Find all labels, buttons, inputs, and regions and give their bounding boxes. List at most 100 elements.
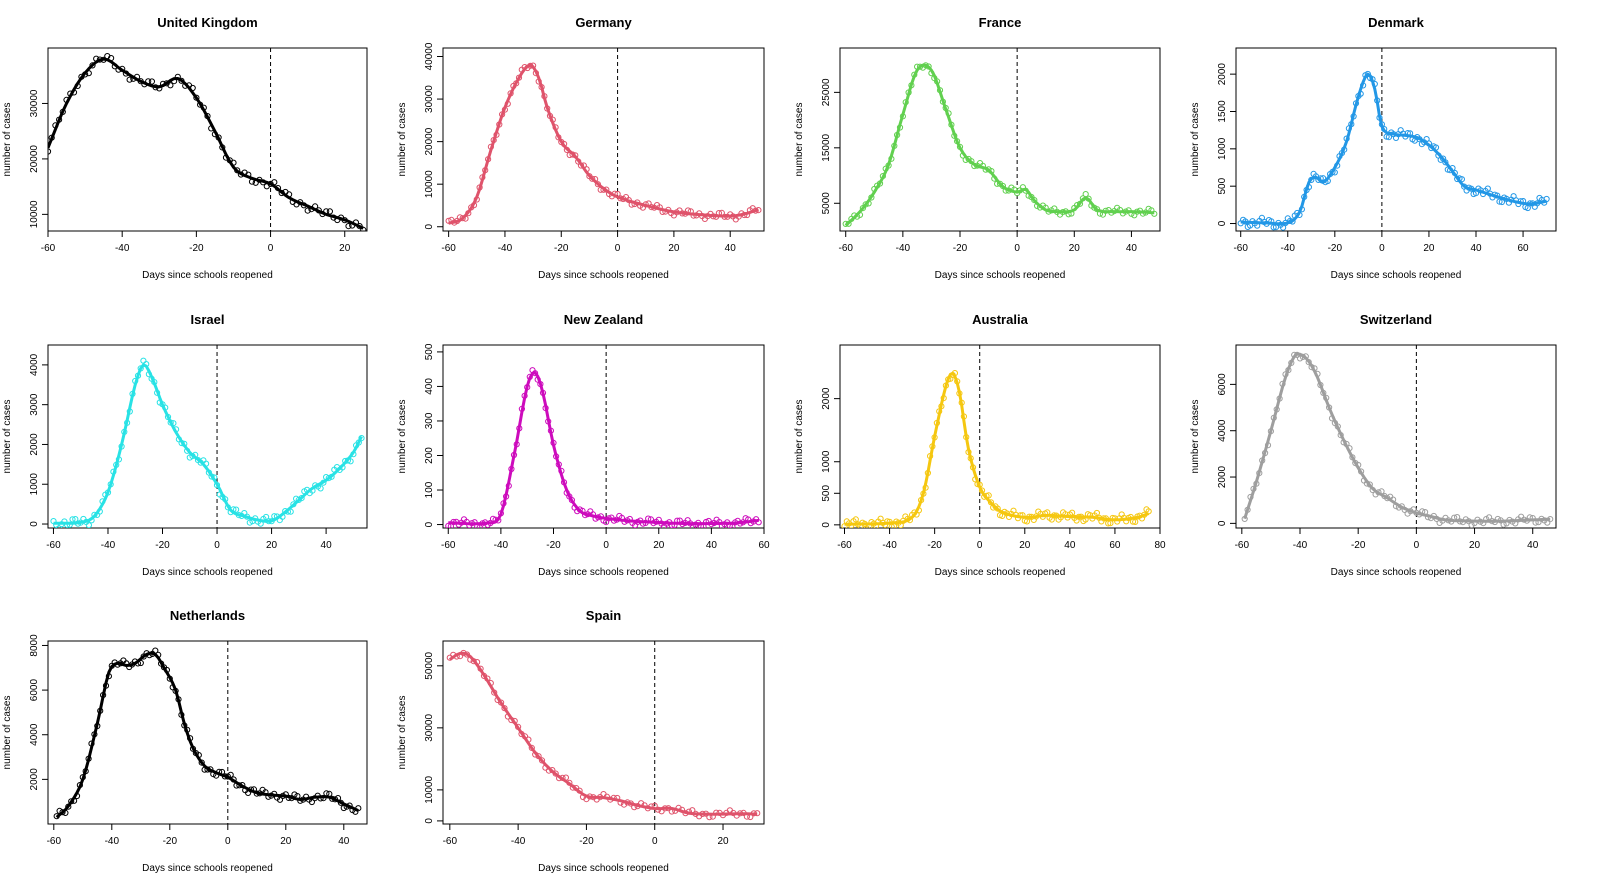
data-point	[530, 62, 537, 69]
data-point	[64, 521, 71, 528]
data-point	[265, 793, 272, 800]
data-point	[115, 456, 123, 463]
chart-netherlands: Netherlands -60 -40 -20 0 20 40 2000 4000 6000 800…	[2, 608, 368, 874]
fitted-line	[1243, 352, 1551, 523]
data-point	[495, 517, 502, 524]
data-point	[552, 770, 559, 777]
data-point	[1352, 100, 1360, 107]
data-point	[501, 106, 508, 113]
chart-title: Switzerland	[1360, 312, 1432, 327]
data-point	[560, 479, 568, 486]
data-point	[208, 473, 215, 480]
data-point	[1534, 200, 1541, 207]
data-point	[1451, 169, 1458, 177]
data-point	[1374, 97, 1381, 104]
y-tick-label: 10000	[424, 170, 435, 198]
data-point	[151, 379, 158, 386]
data-point	[1093, 509, 1101, 517]
data-point	[891, 142, 898, 149]
x-tick-label: -20	[1351, 540, 1366, 551]
data-point	[227, 771, 234, 778]
data-point	[1267, 428, 1275, 435]
data-point	[922, 484, 929, 491]
data-point	[445, 217, 452, 224]
x-tick-label: 20	[1423, 243, 1435, 254]
data-point	[976, 481, 983, 488]
data-point	[550, 439, 557, 446]
data-point	[661, 805, 669, 812]
data-point	[317, 795, 324, 802]
data-point	[105, 673, 113, 680]
data-point	[482, 167, 489, 174]
data-point	[1256, 470, 1263, 477]
data-point	[991, 175, 998, 182]
data-point	[154, 389, 161, 396]
data-point	[245, 171, 252, 178]
data-point	[1102, 207, 1109, 214]
plot-frame	[839, 47, 1161, 232]
data-point	[484, 675, 491, 682]
data-point	[192, 451, 199, 458]
data-point	[1369, 486, 1376, 494]
data-point	[754, 810, 761, 817]
data-point	[956, 390, 963, 397]
fitted-line	[448, 371, 759, 526]
x-tick-label: -40	[101, 540, 116, 551]
data-point	[247, 786, 255, 793]
fitted-line	[53, 363, 363, 525]
data-point	[1395, 504, 1403, 511]
data-point	[329, 795, 336, 802]
data-point	[132, 377, 139, 385]
data-point	[861, 520, 868, 528]
data-point	[345, 223, 352, 230]
data-point	[467, 656, 474, 663]
data-point	[1357, 90, 1364, 97]
data-point	[350, 451, 357, 458]
data-point	[134, 372, 142, 379]
data-point	[189, 745, 197, 752]
chart-title: Spain	[586, 608, 621, 623]
data-point	[1291, 351, 1298, 358]
data-point	[532, 370, 539, 377]
data-point	[617, 195, 624, 202]
fitted-line	[48, 57, 364, 230]
data-point	[1026, 513, 1033, 520]
data-point	[201, 766, 208, 773]
y-tick-label: 2000	[29, 768, 40, 791]
plot-area	[841, 345, 1152, 528]
y-tick-label: 2000	[821, 387, 832, 410]
data-point	[1094, 206, 1101, 213]
data-point	[1268, 218, 1275, 225]
data-point	[71, 797, 78, 804]
data-point	[1371, 80, 1378, 88]
data-point	[922, 62, 929, 69]
y-tick-label: 5000	[821, 192, 832, 215]
data-point	[511, 717, 518, 725]
x-tick-label: 40	[1527, 540, 1539, 551]
data-point	[181, 722, 188, 729]
data-point	[538, 84, 545, 91]
data-point	[260, 179, 267, 186]
data-point	[474, 523, 481, 528]
data-point	[721, 213, 728, 220]
data-point	[582, 512, 589, 519]
data-point	[1057, 514, 1064, 521]
data-point	[927, 453, 934, 460]
x-tick-label: 40	[1126, 243, 1138, 254]
data-point	[309, 487, 316, 494]
data-point	[1348, 121, 1355, 128]
chart-spain: Spain -60 -40 -20 0 20 0 10000 30000 50000 Days si…	[397, 608, 765, 874]
data-point	[166, 675, 173, 682]
data-point	[625, 197, 632, 204]
plot-area	[1241, 345, 1554, 528]
data-point	[868, 194, 875, 201]
plot-frame	[839, 344, 1161, 529]
data-point	[271, 790, 278, 797]
data-point	[218, 768, 226, 776]
data-point	[569, 784, 576, 791]
y-tick-label: 6000	[1217, 373, 1228, 396]
data-point	[1141, 511, 1148, 518]
data-point	[929, 443, 936, 450]
data-point	[1526, 514, 1533, 521]
data-point	[1547, 516, 1554, 523]
